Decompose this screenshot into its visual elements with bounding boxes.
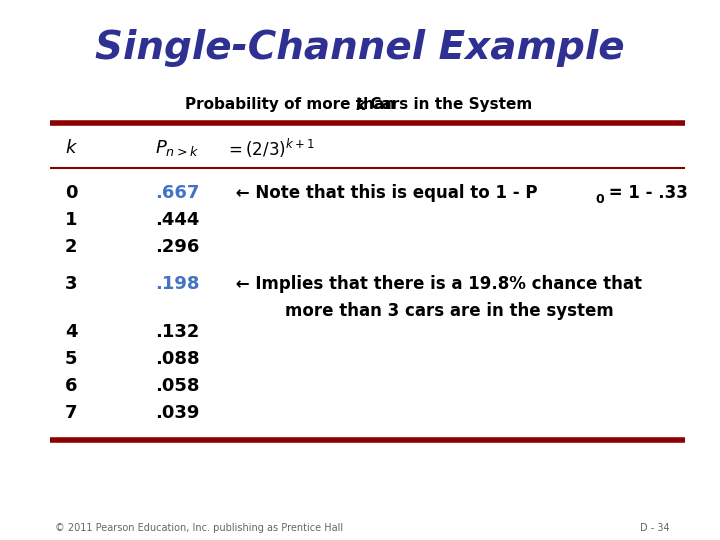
Text: 4: 4 [65, 323, 78, 341]
Text: $k$: $k$ [65, 139, 78, 157]
Text: .058: .058 [155, 377, 199, 395]
Text: 0: 0 [595, 193, 604, 206]
Text: .088: .088 [155, 350, 199, 368]
Text: 2: 2 [65, 238, 78, 256]
Text: 0: 0 [65, 184, 78, 202]
Text: $P_{n>k}$: $P_{n>k}$ [155, 138, 199, 158]
Text: ← Note that this is equal to 1 - P: ← Note that this is equal to 1 - P [230, 184, 538, 202]
Text: © 2011 Pearson Education, Inc. publishing as Prentice Hall: © 2011 Pearson Education, Inc. publishin… [55, 523, 343, 533]
Text: 3: 3 [65, 275, 78, 293]
Text: .444: .444 [155, 211, 199, 229]
Text: .039: .039 [155, 404, 199, 422]
Text: Single-Channel Example: Single-Channel Example [95, 29, 625, 67]
Text: .296: .296 [155, 238, 199, 256]
Text: .198: .198 [155, 275, 199, 293]
Text: $= (2/3)^{k+1}$: $= (2/3)^{k+1}$ [225, 137, 315, 160]
Text: k: k [356, 98, 366, 112]
Text: .132: .132 [155, 323, 199, 341]
Text: .667: .667 [155, 184, 199, 202]
Text: 7: 7 [65, 404, 78, 422]
Text: Cars in the System: Cars in the System [365, 98, 532, 112]
Text: Probability of more than: Probability of more than [185, 98, 400, 112]
Text: 6: 6 [65, 377, 78, 395]
Text: more than 3 cars are in the system: more than 3 cars are in the system [285, 302, 613, 320]
Text: = 1 - .33: = 1 - .33 [603, 184, 688, 202]
Text: ← Implies that there is a 19.8% chance that: ← Implies that there is a 19.8% chance t… [230, 275, 642, 293]
Text: D - 34: D - 34 [640, 523, 670, 533]
Text: 5: 5 [65, 350, 78, 368]
Text: 1: 1 [65, 211, 78, 229]
